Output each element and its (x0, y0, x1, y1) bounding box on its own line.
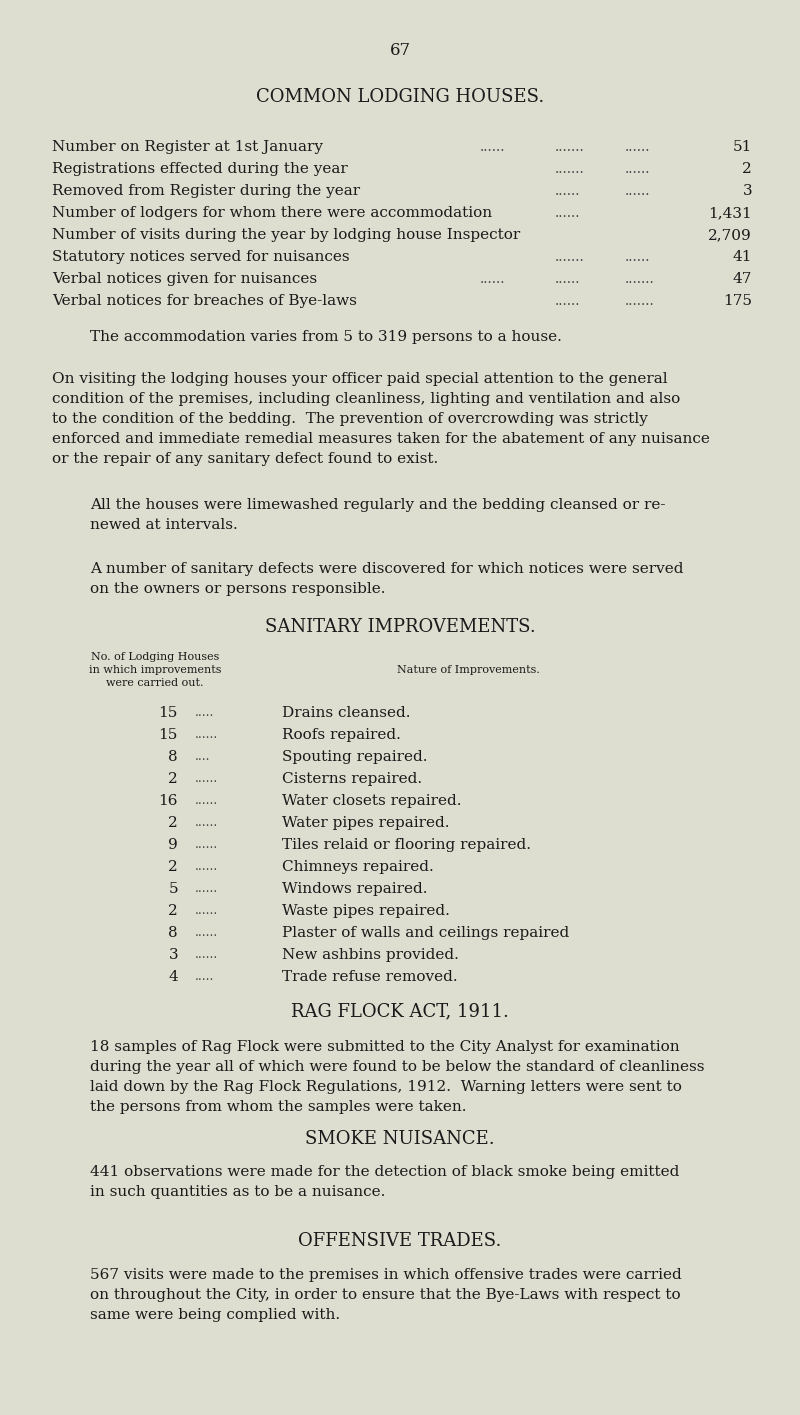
Text: 15: 15 (158, 706, 178, 720)
Text: ....: .... (195, 750, 210, 763)
Text: A number of sanitary defects were discovered for which notices were served: A number of sanitary defects were discov… (90, 562, 683, 576)
Text: Water closets repaired.: Water closets repaired. (282, 794, 462, 808)
Text: .......: ....... (625, 294, 654, 308)
Text: Verbal notices given for nuisances: Verbal notices given for nuisances (52, 272, 317, 286)
Text: newed at intervals.: newed at intervals. (90, 518, 238, 532)
Text: New ashbins provided.: New ashbins provided. (282, 948, 459, 962)
Text: ......: ...... (195, 948, 218, 961)
Text: ......: ...... (195, 882, 218, 896)
Text: 2: 2 (168, 816, 178, 831)
Text: OFFENSIVE TRADES.: OFFENSIVE TRADES. (298, 1232, 502, 1249)
Text: 2,709: 2,709 (708, 228, 752, 242)
Text: RAG FLOCK ACT, 1911.: RAG FLOCK ACT, 1911. (291, 1002, 509, 1020)
Text: 2: 2 (168, 860, 178, 874)
Text: Number of lodgers for whom there were accommodation: Number of lodgers for whom there were ac… (52, 207, 492, 219)
Text: .......: ....... (625, 272, 654, 286)
Text: ......: ...... (480, 140, 506, 154)
Text: Chimneys repaired.: Chimneys repaired. (282, 860, 434, 874)
Text: 2: 2 (168, 773, 178, 785)
Text: ......: ...... (195, 727, 218, 741)
Text: 8: 8 (168, 750, 178, 764)
Text: All the houses were limewashed regularly and the bedding cleansed or re-: All the houses were limewashed regularly… (90, 498, 666, 512)
Text: ......: ...... (195, 860, 218, 873)
Text: .......: ....... (555, 140, 585, 154)
Text: Cisterns repaired.: Cisterns repaired. (282, 773, 422, 785)
Text: Waste pipes repaired.: Waste pipes repaired. (282, 904, 450, 918)
Text: ......: ...... (195, 904, 218, 917)
Text: 51: 51 (733, 140, 752, 154)
Text: ......: ...... (555, 207, 581, 219)
Text: 67: 67 (390, 42, 410, 59)
Text: .....: ..... (195, 706, 214, 719)
Text: ......: ...... (195, 794, 218, 807)
Text: Trade refuse removed.: Trade refuse removed. (282, 971, 458, 983)
Text: 567 visits were made to the premises in which offensive trades were carried: 567 visits were made to the premises in … (90, 1268, 682, 1282)
Text: or the repair of any sanitary defect found to exist.: or the repair of any sanitary defect fou… (52, 451, 438, 466)
Text: same were being complied with.: same were being complied with. (90, 1307, 340, 1322)
Text: On visiting the lodging houses your officer paid special attention to the genera: On visiting the lodging houses your offi… (52, 372, 668, 386)
Text: 3: 3 (168, 948, 178, 962)
Text: ......: ...... (195, 816, 218, 829)
Text: 1,431: 1,431 (708, 207, 752, 219)
Text: Windows repaired.: Windows repaired. (282, 882, 427, 896)
Text: Roofs repaired.: Roofs repaired. (282, 727, 401, 741)
Text: enforced and immediate remedial measures taken for the abatement of any nuisance: enforced and immediate remedial measures… (52, 432, 710, 446)
Text: 4: 4 (168, 971, 178, 983)
Text: ......: ...... (195, 773, 218, 785)
Text: laid down by the Rag Flock Regulations, 1912.  Warning letters were sent to: laid down by the Rag Flock Regulations, … (90, 1080, 682, 1094)
Text: ......: ...... (555, 294, 581, 308)
Text: were carried out.: were carried out. (106, 678, 204, 688)
Text: Water pipes repaired.: Water pipes repaired. (282, 816, 450, 831)
Text: .......: ....... (555, 250, 585, 265)
Text: in which improvements: in which improvements (89, 665, 222, 675)
Text: during the year all of which were found to be below the standard of cleanliness: during the year all of which were found … (90, 1060, 705, 1074)
Text: 3: 3 (742, 184, 752, 198)
Text: 18 samples of Rag Flock were submitted to the City Analyst for examination: 18 samples of Rag Flock were submitted t… (90, 1040, 680, 1054)
Text: Number on Register at 1st January: Number on Register at 1st January (52, 140, 323, 154)
Text: 15: 15 (158, 727, 178, 741)
Text: 8: 8 (168, 925, 178, 940)
Text: Registrations effected during the year: Registrations effected during the year (52, 161, 348, 175)
Text: ......: ...... (555, 272, 581, 286)
Text: ......: ...... (625, 184, 650, 198)
Text: ......: ...... (625, 250, 650, 265)
Text: to the condition of the bedding.  The prevention of overcrowding was strictly: to the condition of the bedding. The pre… (52, 412, 648, 426)
Text: The accommodation varies from 5 to 319 persons to a house.: The accommodation varies from 5 to 319 p… (90, 330, 562, 344)
Text: 9: 9 (168, 838, 178, 852)
Text: SANITARY IMPROVEMENTS.: SANITARY IMPROVEMENTS. (265, 618, 535, 635)
Text: ......: ...... (625, 140, 650, 154)
Text: Plaster of walls and ceilings repaired: Plaster of walls and ceilings repaired (282, 925, 570, 940)
Text: 2: 2 (742, 161, 752, 175)
Text: ......: ...... (555, 184, 581, 198)
Text: ......: ...... (480, 272, 506, 286)
Text: Nature of Improvements.: Nature of Improvements. (397, 665, 539, 675)
Text: 175: 175 (723, 294, 752, 308)
Text: 2: 2 (168, 904, 178, 918)
Text: 5: 5 (168, 882, 178, 896)
Text: .......: ....... (555, 161, 585, 175)
Text: on the owners or persons responsible.: on the owners or persons responsible. (90, 582, 386, 596)
Text: Number of visits during the year by lodging house Inspector: Number of visits during the year by lodg… (52, 228, 520, 242)
Text: .....: ..... (195, 971, 214, 983)
Text: Verbal notices for breaches of Bye-laws: Verbal notices for breaches of Bye-laws (52, 294, 357, 308)
Text: ......: ...... (625, 161, 650, 175)
Text: 441 observations were made for the detection of black smoke being emitted: 441 observations were made for the detec… (90, 1165, 679, 1179)
Text: Removed from Register during the year: Removed from Register during the year (52, 184, 360, 198)
Text: 16: 16 (158, 794, 178, 808)
Text: ......: ...... (195, 925, 218, 940)
Text: condition of the premises, including cleanliness, lighting and ventilation and a: condition of the premises, including cle… (52, 392, 680, 406)
Text: Tiles relaid or flooring repaired.: Tiles relaid or flooring repaired. (282, 838, 531, 852)
Text: ......: ...... (195, 838, 218, 850)
Text: on throughout the City, in order to ensure that the Bye-Laws with respect to: on throughout the City, in order to ensu… (90, 1288, 681, 1302)
Text: SMOKE NUISANCE.: SMOKE NUISANCE. (305, 1131, 495, 1148)
Text: COMMON LODGING HOUSES.: COMMON LODGING HOUSES. (256, 88, 544, 106)
Text: 41: 41 (733, 250, 752, 265)
Text: Drains cleansed.: Drains cleansed. (282, 706, 410, 720)
Text: the persons from whom the samples were taken.: the persons from whom the samples were t… (90, 1099, 466, 1114)
Text: Statutory notices served for nuisances: Statutory notices served for nuisances (52, 250, 350, 265)
Text: 47: 47 (733, 272, 752, 286)
Text: No. of Lodging Houses: No. of Lodging Houses (91, 652, 219, 662)
Text: Spouting repaired.: Spouting repaired. (282, 750, 427, 764)
Text: in such quantities as to be a nuisance.: in such quantities as to be a nuisance. (90, 1184, 386, 1199)
